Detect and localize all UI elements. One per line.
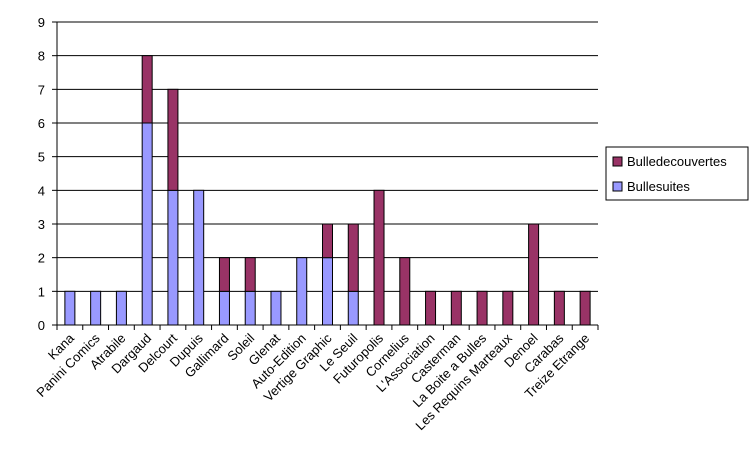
legend: Bulledecouvertes Bullesuites bbox=[605, 146, 749, 201]
bar-bulledecouvertes bbox=[399, 257, 411, 326]
bar-bulledecouvertes bbox=[347, 223, 359, 292]
y-tick-label: 9 bbox=[38, 15, 45, 30]
legend-box bbox=[605, 146, 749, 201]
bar-bulledecouvertes bbox=[528, 223, 540, 326]
y-tick-labels: 0 1 2 3 4 5 6 7 8 9 bbox=[38, 15, 45, 333]
bar-bulledecouvertes bbox=[373, 189, 385, 326]
bar-bulledecouvertes bbox=[579, 290, 591, 326]
bar-bulledecouvertes bbox=[167, 88, 179, 191]
bar-bullesuites bbox=[64, 290, 76, 326]
y-tick-label: 3 bbox=[38, 217, 45, 232]
bar-bullesuites bbox=[193, 189, 205, 326]
bar-bulledecouvertes bbox=[322, 223, 333, 259]
legend-label-bullesuites: Bullesuites bbox=[627, 179, 690, 194]
y-tick-label: 2 bbox=[38, 251, 45, 266]
bar-bullesuites bbox=[244, 290, 256, 326]
legend-swatch-bullesuites bbox=[612, 181, 623, 192]
bar-bullesuites bbox=[90, 290, 102, 326]
y-tick-label: 8 bbox=[38, 49, 45, 64]
bar-bulledecouvertes bbox=[502, 290, 514, 326]
bars bbox=[64, 55, 591, 326]
y-tick-label: 7 bbox=[38, 82, 45, 97]
bar-bullesuites bbox=[322, 257, 333, 326]
bar-bulledecouvertes bbox=[244, 257, 256, 292]
legend-label-bulledecouvertes: Bulledecouvertes bbox=[627, 154, 727, 169]
bar-bulledecouvertes bbox=[141, 55, 153, 124]
axes bbox=[52, 21, 599, 330]
bar-bulledecouvertes bbox=[425, 290, 437, 326]
bar-bullesuites bbox=[270, 290, 282, 326]
y-tick-label: 6 bbox=[38, 116, 45, 131]
bar-bullesuites bbox=[347, 290, 359, 326]
bar-bullesuites bbox=[141, 122, 153, 326]
bar-bulledecouvertes bbox=[553, 290, 565, 326]
legend-swatch-bulledecouvertes bbox=[612, 156, 623, 167]
bar-bulledecouvertes bbox=[450, 290, 462, 326]
bar-bullesuites bbox=[218, 290, 230, 326]
bar-bullesuites bbox=[115, 290, 127, 326]
y-tick-label: 4 bbox=[38, 183, 45, 198]
y-tick-label: 5 bbox=[38, 150, 45, 165]
bar-bulledecouvertes bbox=[476, 290, 488, 326]
bar-bullesuites bbox=[167, 189, 179, 326]
bar-bullesuites bbox=[296, 257, 308, 326]
y-tick-label: 0 bbox=[38, 318, 45, 333]
y-tick-label: 1 bbox=[38, 284, 45, 299]
bar-bulledecouvertes bbox=[218, 257, 230, 292]
